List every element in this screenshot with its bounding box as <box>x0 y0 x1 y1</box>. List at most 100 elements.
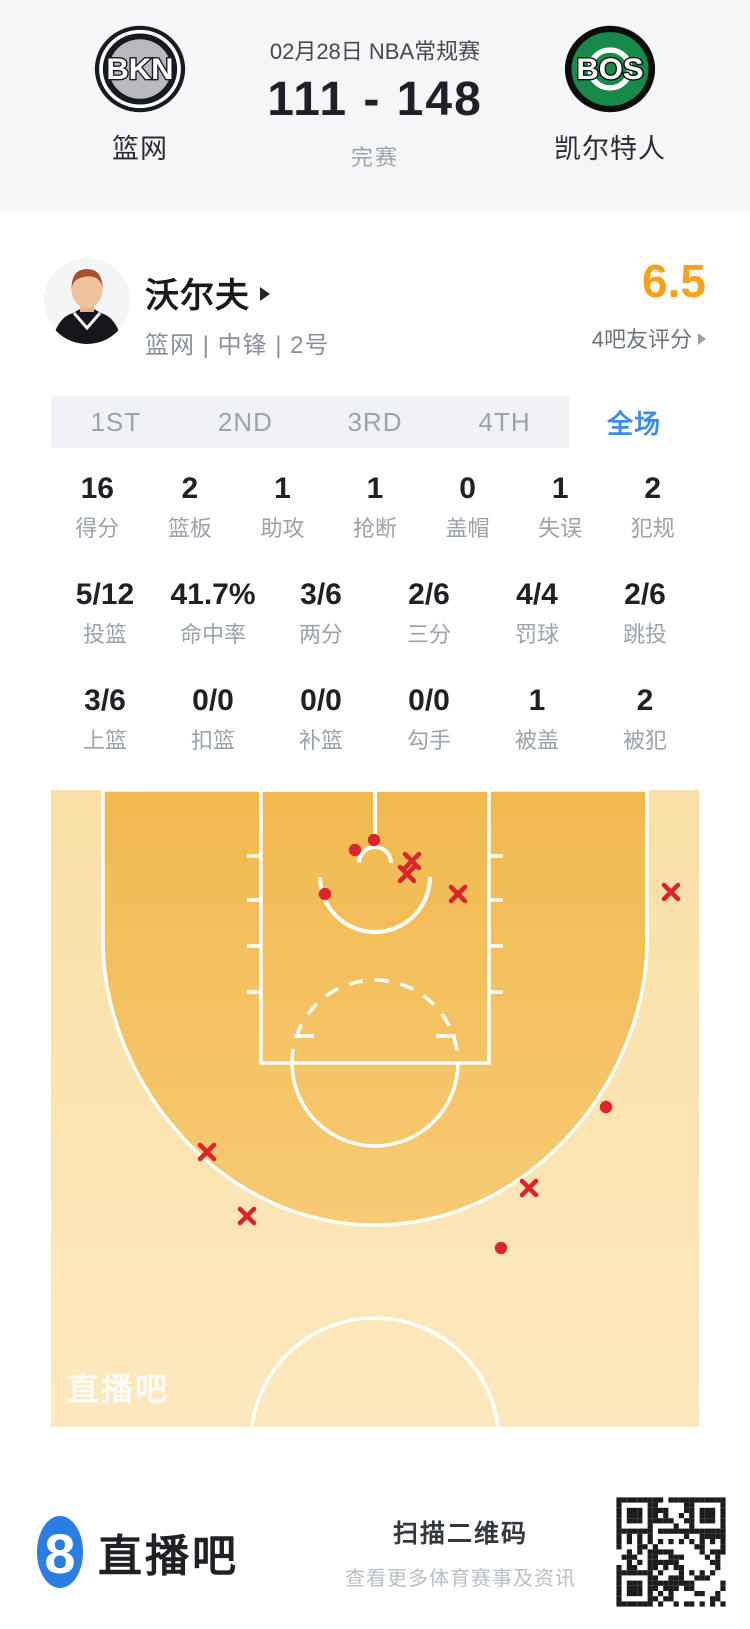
qr-code <box>612 1493 730 1611</box>
stat-value: 3/6 <box>84 684 126 717</box>
stat-value: 1 <box>528 684 546 717</box>
away-team-logo-icon[interactable]: BOS <box>563 24 657 114</box>
stat-value: 1 <box>274 472 291 505</box>
game-title: 02月28日 NBA常规赛 <box>269 39 481 64</box>
stat-value: 3/6 <box>300 578 342 611</box>
stat-cell: 1 助攻 <box>236 470 329 544</box>
stat-value: 2 <box>181 472 199 505</box>
stat-cell: 0/0 勾手 <box>375 682 483 756</box>
stat-label: 助攻 <box>260 516 305 541</box>
stat-label: 补篮 <box>298 728 343 753</box>
stat-label: 被盖 <box>514 728 559 753</box>
scoreboard: BKN 篮网 02月28日 NBA常规赛 111 - 148 完赛 BOS 凯尔… <box>0 0 750 212</box>
stat-cell: 1 失误 <box>514 470 607 544</box>
stat-value: 1 <box>366 472 384 505</box>
shot-chart: 直播吧 <box>51 788 699 1568</box>
stat-label: 犯规 <box>630 516 675 541</box>
tab-3rd[interactable]: 3RD <box>347 406 403 437</box>
stat-label: 篮板 <box>167 516 212 541</box>
brand-group: 8 直播吧 <box>36 1515 239 1589</box>
rating-arrow-icon <box>698 333 706 345</box>
stat-cell: 5/12 投篮 <box>51 576 159 650</box>
court-watermark: 直播吧 <box>67 1371 169 1407</box>
brand-name: 直播吧 <box>98 1532 239 1581</box>
shot-made-marker <box>348 843 362 857</box>
stat-label: 扣篮 <box>190 728 235 753</box>
home-team[interactable]: BKN 篮网 <box>40 24 240 166</box>
stat-cell: 2 被犯 <box>591 682 699 756</box>
scan-title: 扫描二维码 <box>392 1519 528 1548</box>
stat-label: 被犯 <box>622 728 667 753</box>
stat-label: 上篮 <box>82 728 127 753</box>
stat-cell: 4/4 罚球 <box>483 576 591 650</box>
shot-made-marker <box>599 1100 613 1114</box>
shot-missed-marker <box>397 864 417 884</box>
tab-1st[interactable]: 1ST <box>90 406 142 437</box>
footer: 8 直播吧 扫描二维码 查看更多体育赛事及资讯 <box>12 1490 738 1614</box>
scan-subtitle: 查看更多体育赛事及资讯 <box>345 1567 576 1590</box>
stat-value: 41.7% <box>170 578 256 611</box>
stat-label: 罚球 <box>514 622 559 647</box>
stat-value: 0 <box>459 472 476 505</box>
stat-cell: 2/6 跳投 <box>591 576 699 650</box>
ft-circle-solid <box>290 1062 460 1148</box>
stat-cell: 16 得分 <box>51 470 144 544</box>
stat-value: 16 <box>80 472 114 505</box>
stat-value: 0/0 <box>300 684 342 717</box>
stat-cell: 2 犯规 <box>606 470 699 544</box>
stat-value: 0/0 <box>192 684 234 717</box>
stat-cell: 3/6 两分 <box>267 576 375 650</box>
stat-cell: 41.7% 命中率 <box>159 576 267 650</box>
tab-4th[interactable]: 4TH <box>478 406 531 437</box>
stat-cell: 2 篮板 <box>144 470 237 544</box>
scoreboard-center: 02月28日 NBA常规赛 111 - 148 完赛 <box>185 0 565 212</box>
stat-value: 5/12 <box>75 578 135 611</box>
stat-label: 两分 <box>298 622 343 647</box>
shot-made-marker <box>367 833 381 847</box>
stat-label: 抢断 <box>353 516 398 541</box>
zhibo8-logo-icon: 8 <box>37 1516 83 1588</box>
stat-row: 16 得分 2 篮板 1 助攻 1 抢断 0 盖帽 1 失误 2 犯规 <box>51 470 699 544</box>
away-team-name[interactable]: 凯尔特人 <box>554 134 666 164</box>
stat-label: 勾手 <box>406 728 451 753</box>
away-team[interactable]: BOS 凯尔特人 <box>510 24 710 166</box>
rating-note-row[interactable]: 4吧友评分 <box>592 322 706 354</box>
stat-cell: 3/6 上篮 <box>51 682 159 756</box>
stats-grid: 16 得分 2 篮板 1 助攻 1 抢断 0 盖帽 1 失误 2 犯规 5/12 投篮 41.7% 命中率 3/6 两… <box>51 470 699 788</box>
stat-value: 0/0 <box>408 684 450 717</box>
shot-missed-marker <box>661 882 681 902</box>
player-detail-arrow-icon <box>260 287 270 301</box>
tab-full[interactable]: 全场 <box>569 396 699 448</box>
stat-cell: 1 抢断 <box>329 470 422 544</box>
player-meta: 篮网 | 中锋 | 2号 <box>145 332 330 359</box>
stat-label: 失误 <box>538 516 583 541</box>
stat-cell: 0/0 补篮 <box>267 682 375 756</box>
rating-block[interactable]: 6.5 4吧友评分 <box>592 256 706 354</box>
stat-label: 命中率 <box>179 622 246 647</box>
stat-label: 投篮 <box>82 622 127 647</box>
stat-label: 跳投 <box>622 622 667 647</box>
shot-missed-marker <box>402 851 422 871</box>
shot-made-marker <box>494 1241 508 1255</box>
player-avatar[interactable] <box>44 258 130 344</box>
stat-cell: 0 盖帽 <box>421 470 514 544</box>
brand-badge: 8 <box>44 1522 75 1585</box>
footer-texts: 扫描二维码 查看更多体育赛事及资讯 <box>345 1514 576 1591</box>
shot-missed-marker <box>519 1178 539 1198</box>
rating-note: 4吧友评分 <box>591 327 692 352</box>
stat-value: 4/4 <box>516 578 558 611</box>
player-name-row[interactable]: 沃尔夫 <box>145 268 270 317</box>
stat-cell: 0/0 扣篮 <box>159 682 267 756</box>
shot-missed-marker <box>237 1206 257 1226</box>
shot-missed-marker <box>448 884 468 904</box>
stat-value: 1 <box>551 472 569 505</box>
stat-cell: 1 被盖 <box>483 682 591 756</box>
home-team-name[interactable]: 篮网 <box>112 134 168 164</box>
stat-label: 三分 <box>406 622 451 647</box>
player-avatar-illustration <box>44 258 130 344</box>
home-team-logo-icon[interactable]: BKN <box>93 24 187 114</box>
stat-value: 2/6 <box>408 578 450 611</box>
game-score: 111 - 148 <box>267 73 483 126</box>
tab-2nd[interactable]: 2ND <box>217 406 273 437</box>
